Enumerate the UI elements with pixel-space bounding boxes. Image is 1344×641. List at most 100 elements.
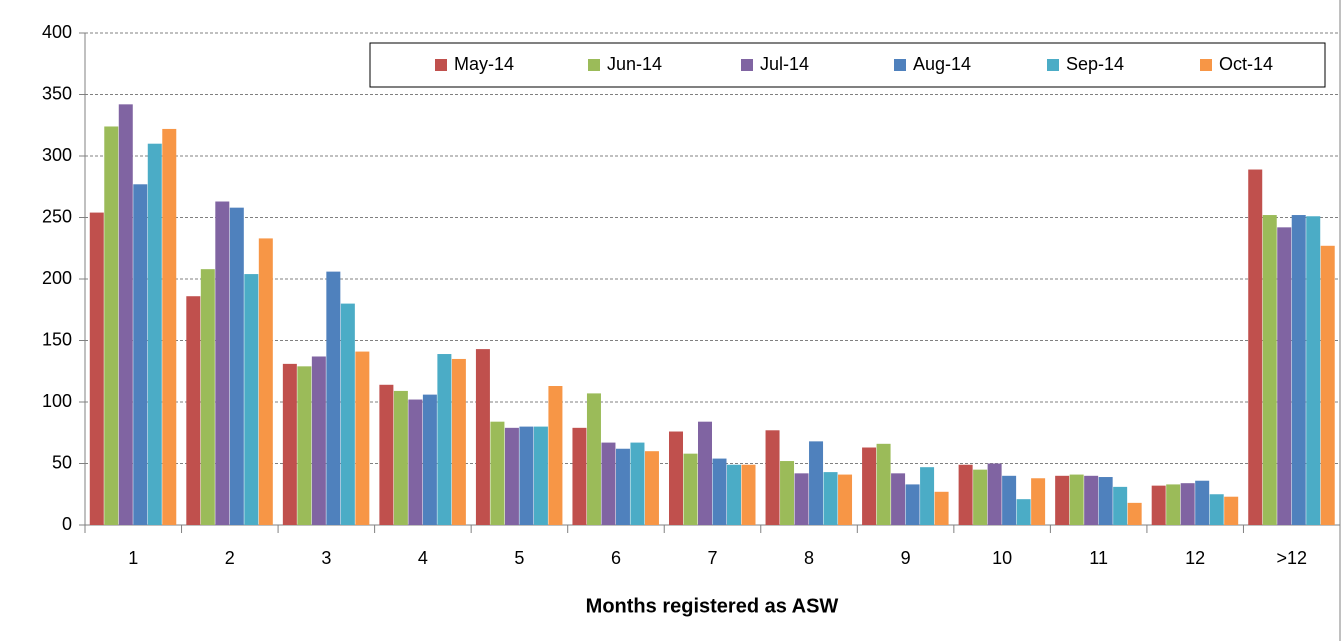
bar [669,431,683,525]
bar [340,303,355,525]
legend-box [369,42,1326,88]
bar [311,356,326,525]
bar [838,474,853,525]
bar [794,473,809,525]
bar [200,269,215,525]
bar [118,104,133,525]
bar [89,212,104,525]
bar [1002,475,1017,525]
x-tick-label: 1 [128,548,138,568]
bar [548,386,563,525]
bar [408,399,423,525]
bar [422,394,437,525]
x-tick-label: >12 [1276,548,1307,568]
x-tick-label: 10 [992,548,1012,568]
bar [1248,169,1263,525]
bar [698,421,712,525]
x-tick-label: 12 [1185,548,1205,568]
bar [1055,475,1070,525]
bar [1151,485,1166,525]
bar [1084,475,1099,525]
bar [355,351,370,525]
bar [876,443,891,525]
legend-label: Sep-14 [1066,54,1124,74]
bar [533,426,548,525]
bar [683,453,698,525]
y-tick-label: 250 [42,206,72,226]
bar [1195,480,1210,525]
legend-label: Oct-14 [1219,54,1273,74]
bar [1291,215,1306,526]
x-tick-label: 11 [1089,548,1108,568]
bar [1098,477,1113,525]
y-tick-label: 100 [42,391,72,411]
bar [282,363,297,525]
y-tick-label: 50 [52,452,72,472]
bar [891,473,906,525]
bar [823,472,838,525]
bar [519,426,534,525]
bar [1166,484,1181,525]
bar [905,484,920,525]
bar [1180,483,1195,525]
bar [1127,502,1142,525]
bar [258,238,273,525]
y-tick-label: 300 [42,145,72,165]
legend-label: May-14 [454,54,514,74]
legend-label: Aug-14 [913,54,971,74]
bar [920,467,935,525]
legend-swatch [1047,59,1059,71]
bar [1209,494,1224,525]
bar [504,427,519,525]
bar [133,184,148,526]
bar [326,271,341,525]
bar [741,464,756,525]
legend-swatch [435,59,447,71]
legend-label: Jun-14 [607,54,662,74]
bar [1320,245,1335,526]
bar [1016,499,1031,525]
bar [215,201,230,525]
bar [104,126,119,525]
bar [1031,478,1046,525]
bar [934,491,949,525]
bar [1277,227,1292,525]
bar [1224,496,1239,525]
bar [162,128,177,525]
bar [586,393,601,525]
legend-swatch [588,59,600,71]
legend-swatch [894,59,906,71]
bar [297,366,312,525]
bar [727,464,741,525]
x-tick-label: 4 [418,548,428,568]
x-axis-title: Months registered as ASW [586,595,839,617]
bar [644,451,659,525]
x-tick-label: 8 [804,548,814,568]
x-tick-label: 6 [611,548,621,568]
y-tick-label: 150 [42,329,72,349]
bar [147,143,162,525]
y-tick-label: 400 [42,22,72,42]
legend-swatch [741,59,753,71]
bar [393,390,408,525]
bar [973,469,988,525]
bar [862,447,877,525]
bar [379,384,394,525]
bar [958,464,973,525]
x-tick-label: 7 [707,548,717,568]
x-tick-label: 3 [321,548,331,568]
x-tick-label: 2 [225,548,235,568]
y-tick-label: 200 [42,268,72,288]
legend-label: Jul-14 [760,54,809,74]
bar [1306,216,1321,525]
bar [765,430,780,525]
bar [229,207,244,525]
x-tick-label: 5 [514,548,524,568]
bar [712,458,727,525]
bar [475,349,490,525]
bar [490,421,505,525]
bar [572,427,587,525]
bar [630,442,645,525]
bar [601,442,616,525]
